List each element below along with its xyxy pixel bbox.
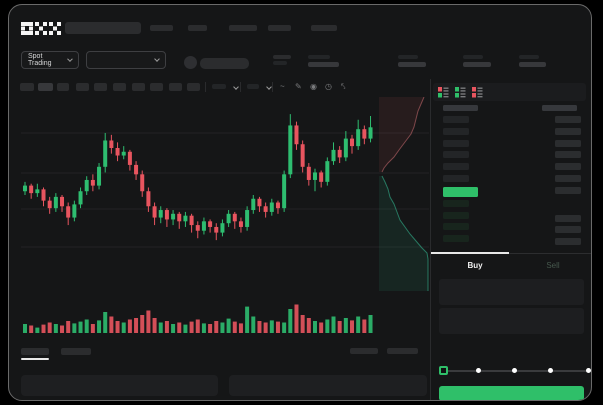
- bid-row[interactable]: [443, 200, 469, 207]
- timeframe-button-9[interactable]: [169, 83, 182, 91]
- timeframe-button-3[interactable]: [57, 83, 69, 91]
- nav-item-3[interactable]: [229, 25, 257, 31]
- active-tab-underline: [21, 358, 49, 360]
- chevron-down-icon[interactable]: [233, 84, 239, 90]
- stat-4-label: [519, 55, 539, 59]
- timeframe-button-10[interactable]: [187, 83, 200, 91]
- bottom-panel-left: [21, 375, 218, 396]
- ask-row[interactable]: [443, 128, 469, 135]
- ask-row[interactable]: [443, 140, 469, 147]
- order-price-field[interactable]: [439, 279, 584, 305]
- price-line-2: [273, 61, 287, 65]
- timeframe-button-7[interactable]: [132, 83, 145, 91]
- nav-item-4[interactable]: [268, 25, 291, 31]
- chart-bottom-tab-1-active[interactable]: [21, 348, 49, 355]
- stat-2-label: [398, 55, 418, 59]
- pair-avatar[interactable]: [184, 56, 197, 69]
- instrument-bar: Spot Trading: [9, 49, 591, 79]
- order-book-header-left[interactable]: [443, 105, 478, 111]
- depth-total-row[interactable]: [555, 128, 581, 135]
- stat-1-value: [308, 62, 339, 67]
- depth-total-row[interactable]: [555, 238, 581, 245]
- chevron-down-icon: [154, 56, 160, 62]
- order-book-rows: [431, 79, 591, 254]
- fullscreen-icon[interactable]: ⤣: [341, 82, 346, 91]
- indicator-dropdown[interactable]: [212, 84, 226, 89]
- ask-row[interactable]: [443, 116, 469, 123]
- slider-handle[interactable]: [439, 366, 448, 375]
- order-book-panel: Buy Sell: [431, 79, 591, 400]
- slider-stop-50[interactable]: [512, 368, 517, 373]
- chevron-down-icon: [67, 56, 73, 62]
- stat-4-value: [519, 62, 546, 67]
- chevron-down-icon[interactable]: [266, 84, 272, 90]
- chart-bottom-tab-2[interactable]: [61, 348, 91, 355]
- slider-stop-100[interactable]: [586, 368, 591, 373]
- nav-item-2[interactable]: [188, 25, 207, 31]
- bid-row[interactable]: [443, 223, 469, 230]
- book-view-asks-icon[interactable]: [472, 87, 483, 98]
- depth-total-row[interactable]: [555, 116, 581, 123]
- book-view-bids-icon[interactable]: [455, 87, 466, 98]
- depth-total-row[interactable]: [555, 163, 581, 170]
- timeframe-button-8[interactable]: [150, 83, 163, 91]
- draw-tool-icon[interactable]: ✎: [295, 82, 302, 91]
- history-icon[interactable]: ◷: [325, 82, 332, 91]
- okx-logo: [21, 22, 61, 35]
- chart-toolbar: ~ ✎ ◉ ◷ ⤣: [9, 79, 429, 99]
- order-book-toolbar: [433, 83, 586, 101]
- top-nav: [9, 5, 591, 49]
- timeframe-button-1[interactable]: [20, 83, 34, 91]
- pair-dropdown[interactable]: [86, 51, 166, 69]
- app-window: Spot Trading: [8, 4, 592, 401]
- last-price-highlight[interactable]: [443, 187, 478, 197]
- bottom-panel-right: [229, 375, 427, 396]
- pair-name-placeholder[interactable]: [200, 58, 249, 69]
- ask-row[interactable]: [443, 163, 469, 170]
- chart-bottom-control-2[interactable]: [387, 348, 418, 354]
- book-view-all-icon[interactable]: [438, 87, 449, 98]
- order-book-header-right[interactable]: [542, 105, 577, 111]
- camera-icon[interactable]: ◉: [310, 82, 317, 91]
- depth-total-row[interactable]: [555, 175, 581, 182]
- tab-sell[interactable]: Sell: [546, 261, 560, 270]
- overlay-dropdown[interactable]: [247, 84, 259, 89]
- bid-row[interactable]: [443, 235, 469, 242]
- timeframe-button-6[interactable]: [113, 83, 126, 91]
- stat-2-value: [398, 62, 426, 67]
- amount-slider[interactable]: [439, 363, 591, 379]
- market-type-dropdown[interactable]: Spot Trading: [21, 51, 79, 69]
- stat-3-label: [463, 55, 483, 59]
- bid-row[interactable]: [443, 212, 469, 219]
- stat-1-label: [308, 55, 330, 59]
- tab-buy[interactable]: Buy: [467, 261, 483, 270]
- ask-row[interactable]: [443, 151, 469, 158]
- search-input[interactable]: [65, 22, 141, 34]
- line-tool-icon[interactable]: ~: [280, 82, 285, 91]
- depth-total-row[interactable]: [555, 151, 581, 158]
- tabs-divider: [431, 253, 591, 254]
- timeframe-button-5[interactable]: [94, 83, 107, 91]
- timeframe-button-4[interactable]: [76, 83, 89, 91]
- buy-button[interactable]: [439, 386, 584, 400]
- depth-total-row[interactable]: [555, 215, 581, 222]
- volume-bars: [23, 304, 373, 333]
- depth-total-row[interactable]: [555, 226, 581, 233]
- buy-tab-indicator: [431, 252, 509, 254]
- depth-total-row[interactable]: [555, 187, 581, 194]
- nav-item-5[interactable]: [311, 25, 337, 31]
- market-type-label: Spot Trading: [28, 53, 52, 67]
- order-amount-field[interactable]: [439, 308, 584, 334]
- timeframe-button-2-active[interactable]: [38, 83, 53, 91]
- chart-bottom-control-1[interactable]: [350, 348, 378, 354]
- slider-stop-25[interactable]: [476, 368, 481, 373]
- slider-stop-75[interactable]: [548, 368, 553, 373]
- nav-item-1[interactable]: [150, 25, 173, 31]
- price-line-1: [273, 55, 291, 59]
- ask-row[interactable]: [443, 175, 469, 182]
- candlestick-chart[interactable]: [21, 97, 429, 293]
- depth-total-row[interactable]: [555, 140, 581, 147]
- stat-3-value: [463, 62, 491, 67]
